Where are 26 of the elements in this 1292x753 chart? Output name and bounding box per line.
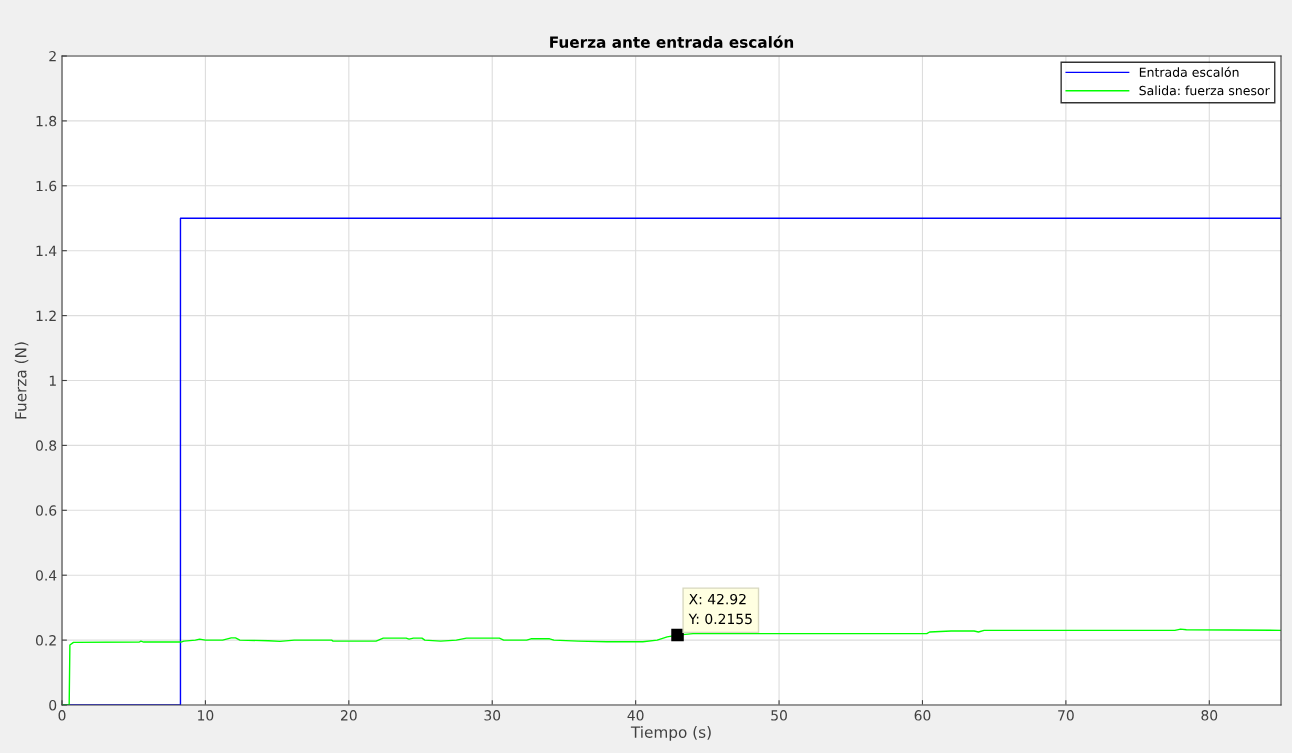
y-tick-label: 1 [49,375,56,386]
y-tick-label: 0.8 [35,440,57,451]
annotation: X: 42.92 Y: 0.2155 [688,593,752,625]
x-tick-label: 80 [1201,710,1218,721]
y-axis-title: Fuerza (N) [14,342,29,419]
y-tick-label: 1.2 [36,310,56,321]
y-tick-label: 1.6 [36,180,57,192]
x-tick-label: 0 [58,710,66,721]
x-tick-label: 60 [914,710,931,721]
x-tick-label: 30 [484,710,501,721]
legend-label: Salida: fuerza snesor [1139,85,1270,96]
x-tick-label: 10 [198,710,214,721]
y-tick-label: 0.6 [35,505,57,516]
legend-label: Entrada escalón [1139,66,1239,77]
x-tick-label: 40 [627,710,644,721]
y-tick-label: 1.8 [36,115,57,127]
y-tick-label: 0.2 [35,635,56,646]
x-tick-label: 50 [771,710,787,721]
y-tick-label: 1.4 [36,245,57,256]
chart-title: Fuerza ante entrada escalón [550,35,794,48]
x-axis-title: Tiempo (s) [630,726,711,741]
y-tick-label: 2 [49,50,56,62]
y-tick-label: 0 [49,699,57,711]
x-tick-label: 20 [341,710,357,721]
y-tick-label: 0.4 [35,570,57,581]
x-tick-label: 70 [1058,710,1074,721]
